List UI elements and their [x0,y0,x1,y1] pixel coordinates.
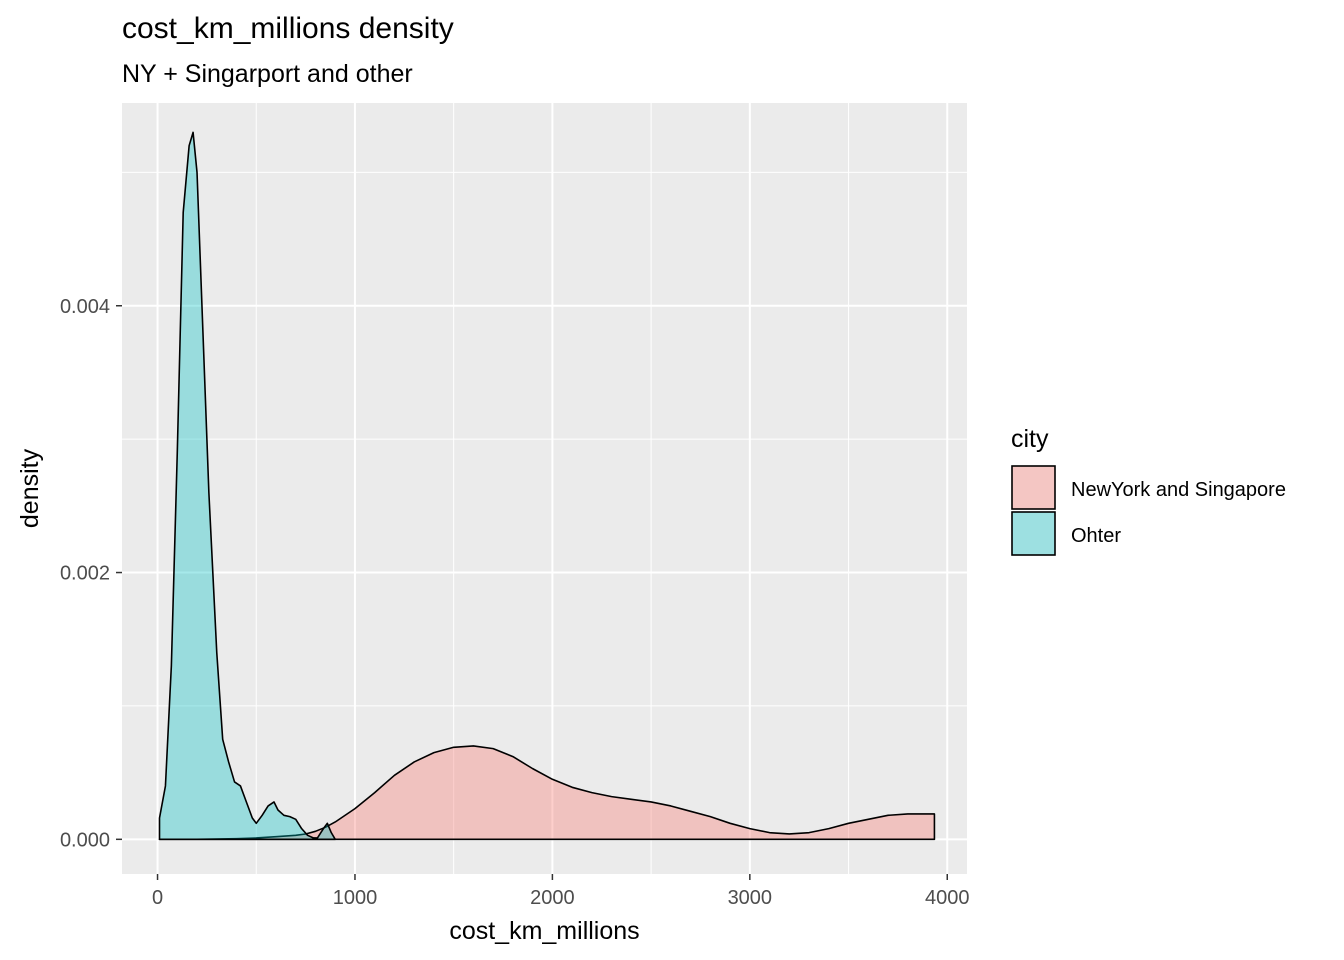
y-tick-label: 0.000 [60,829,110,851]
x-tick-label: 0 [152,887,163,909]
legend-key-0 [1011,465,1056,510]
density-area-0 [158,745,936,841]
density-areas [158,131,936,841]
legend-title: city [1011,425,1049,453]
legend-key-bg [1012,512,1055,555]
y-axis: 0.000 0.002 0.004 [60,296,122,851]
plot-panel [122,103,967,874]
y-tick-label: 0.002 [60,563,110,585]
x-axis-title: cost_km_millions [449,917,639,945]
x-tick-label: 2000 [530,887,575,909]
x-axis: 0 1000 2000 3000 4000 [152,874,970,909]
legend-key-bg [1012,466,1055,509]
legend: city NewYork and Singapore Ohter [1011,425,1286,556]
legend-label-1: Ohter [1071,525,1121,547]
legend-key-1 [1011,511,1056,556]
chart-title: cost_km_millions density [122,12,454,45]
legend-label-0: NewYork and Singapore [1071,479,1286,501]
density-area-1 [158,131,337,841]
y-axis-title: density [16,448,44,528]
x-tick-label: 4000 [925,887,970,909]
x-tick-label: 3000 [728,887,773,909]
x-tick-label: 1000 [333,887,378,909]
grid-minor [122,103,967,874]
y-tick-label: 0.004 [60,296,110,318]
chart-subtitle: NY + Singarport and other [122,60,413,88]
